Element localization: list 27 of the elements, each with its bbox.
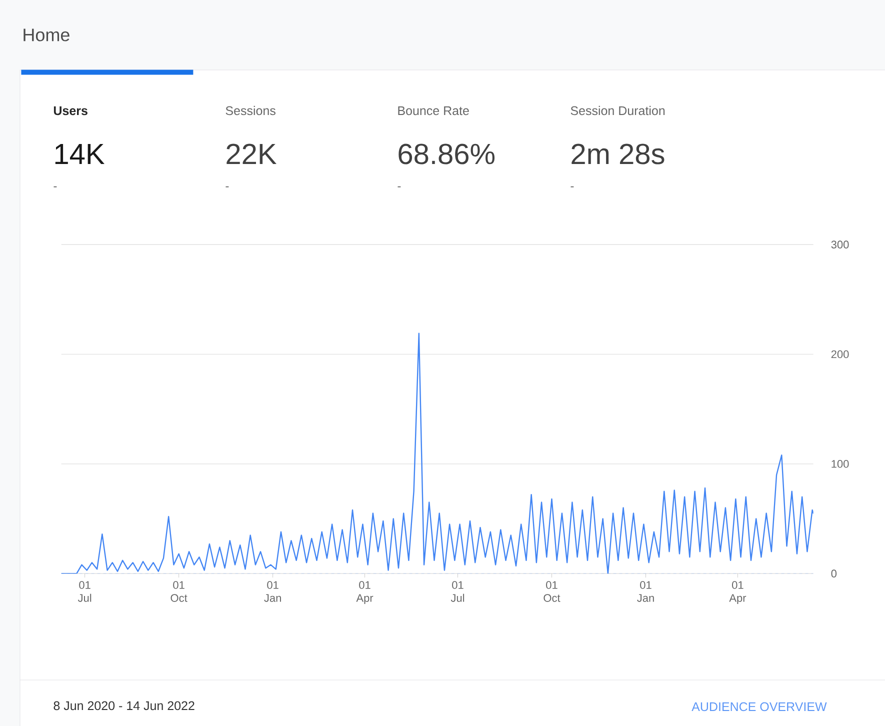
text: Sessions — [226, 106, 276, 116]
text: 68.86% — [398, 144, 495, 164]
text: AUDIENCE OVERVIEW — [692, 702, 827, 712]
text: 2m 28s — [572, 144, 664, 164]
y-tick-label: 200 — [831, 350, 849, 358]
chart-title: Home — [24, 28, 70, 42]
text: - — [570, 186, 574, 188]
text: 14K — [55, 144, 104, 164]
y-tick-label: 0 — [831, 570, 837, 578]
text: Session Duration — [570, 106, 665, 116]
text: 8 Jun 2020 - 14 Jun 2022 — [54, 701, 194, 710]
x-tick-label: 01 Jul — [450, 581, 464, 602]
x-tick-label: 01 Apr — [356, 581, 374, 604]
text: - — [398, 186, 401, 188]
text: - — [226, 186, 229, 188]
x-tick-label: 01 Jan — [637, 581, 654, 602]
x-tick-label: 01 Apr — [729, 581, 746, 604]
text: Users — [54, 106, 88, 116]
y-tick-label: 300 — [831, 240, 849, 248]
x-tick-label: 01 Jul — [78, 581, 92, 602]
text: 22K — [226, 144, 276, 164]
x-tick-label: 01 Oct — [170, 581, 188, 602]
text: Bounce Rate — [398, 106, 469, 116]
y-tick-label: 100 — [832, 460, 849, 468]
x-tick-label: 01 Jan — [264, 581, 281, 602]
x-tick-label: 01 Oct — [544, 581, 560, 602]
text: - — [54, 186, 57, 188]
